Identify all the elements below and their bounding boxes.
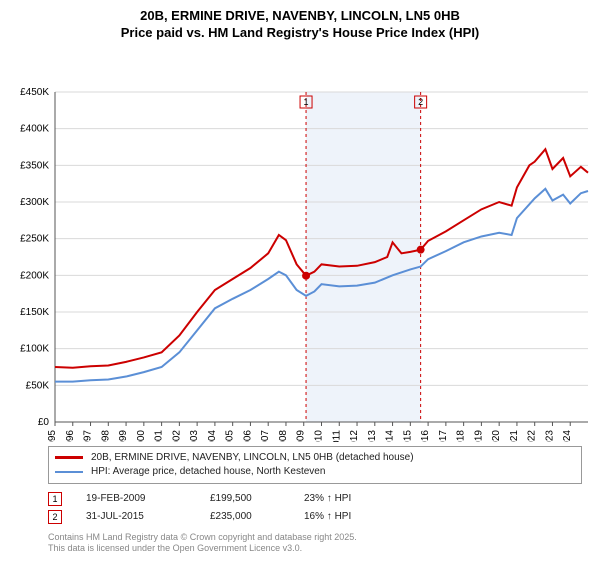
- svg-text:£0: £0: [38, 417, 50, 428]
- svg-text:1998: 1998: [100, 429, 111, 441]
- sale-2-hpi: 16% ↑ HPI: [304, 511, 384, 522]
- svg-text:2022: 2022: [527, 429, 538, 441]
- footer-line-1: Contains HM Land Registry data © Crown c…: [48, 532, 582, 544]
- sale-2-price: £235,000: [210, 511, 280, 522]
- svg-text:2000: 2000: [136, 429, 147, 441]
- svg-text:2024: 2024: [562, 429, 573, 441]
- sale-marker-1-num: 1: [52, 494, 57, 504]
- attribution-footer: Contains HM Land Registry data © Crown c…: [48, 532, 582, 555]
- legend-swatch-1: [55, 456, 83, 459]
- svg-text:2017: 2017: [438, 429, 449, 441]
- sale-1-date: 19-FEB-2009: [86, 493, 186, 504]
- svg-text:2020: 2020: [491, 429, 502, 441]
- sale-1-price: £199,500: [210, 493, 280, 504]
- chart-container: 20B, ERMINE DRIVE, NAVENBY, LINCOLN, LN5…: [0, 0, 600, 555]
- svg-text:2018: 2018: [456, 429, 467, 441]
- svg-text:£250K: £250K: [20, 233, 49, 244]
- svg-text:2010: 2010: [314, 429, 325, 441]
- svg-text:2019: 2019: [473, 429, 484, 441]
- svg-text:2011: 2011: [331, 429, 342, 441]
- svg-text:2016: 2016: [420, 429, 431, 441]
- title-line-2: Price paid vs. HM Land Registry's House …: [0, 25, 600, 42]
- footer-line-2: This data is licensed under the Open Gov…: [48, 543, 582, 555]
- svg-text:1: 1: [304, 97, 309, 107]
- legend-item-price-paid: 20B, ERMINE DRIVE, NAVENBY, LINCOLN, LN5…: [55, 451, 575, 465]
- svg-text:1996: 1996: [65, 429, 76, 441]
- title-line-1: 20B, ERMINE DRIVE, NAVENBY, LINCOLN, LN5…: [0, 8, 600, 25]
- svg-text:1997: 1997: [83, 429, 94, 441]
- svg-text:2004: 2004: [207, 429, 218, 441]
- svg-text:2014: 2014: [385, 429, 396, 441]
- sales-row-2: 2 31-JUL-2015 £235,000 16% ↑ HPI: [48, 508, 582, 526]
- svg-text:£150K: £150K: [20, 307, 49, 318]
- svg-text:2006: 2006: [242, 429, 253, 441]
- legend-label-2: HPI: Average price, detached house, Nort…: [91, 465, 325, 479]
- svg-text:2002: 2002: [171, 429, 182, 441]
- svg-text:£100K: £100K: [20, 343, 49, 354]
- legend-label-1: 20B, ERMINE DRIVE, NAVENBY, LINCOLN, LN5…: [91, 451, 414, 465]
- svg-text:2015: 2015: [402, 429, 413, 441]
- svg-text:1995: 1995: [47, 429, 58, 441]
- svg-text:£400K: £400K: [20, 123, 49, 134]
- sale-marker-2-num: 2: [52, 512, 57, 522]
- svg-text:2008: 2008: [278, 429, 289, 441]
- svg-text:2009: 2009: [296, 429, 307, 441]
- svg-text:2005: 2005: [225, 429, 236, 441]
- sale-1-hpi: 23% ↑ HPI: [304, 493, 384, 504]
- svg-text:£50K: £50K: [26, 380, 50, 391]
- svg-text:2023: 2023: [544, 429, 555, 441]
- svg-text:2021: 2021: [509, 429, 520, 441]
- svg-text:2012: 2012: [349, 429, 360, 441]
- sale-marker-1-icon: 1: [48, 492, 62, 506]
- svg-text:2013: 2013: [367, 429, 378, 441]
- sale-marker-2-icon: 2: [48, 510, 62, 524]
- svg-text:£450K: £450K: [20, 87, 49, 98]
- legend: 20B, ERMINE DRIVE, NAVENBY, LINCOLN, LN5…: [48, 446, 582, 484]
- sales-table: 1 19-FEB-2009 £199,500 23% ↑ HPI 2 31-JU…: [48, 490, 582, 526]
- svg-text:1999: 1999: [118, 429, 129, 441]
- chart-title: 20B, ERMINE DRIVE, NAVENBY, LINCOLN, LN5…: [0, 0, 600, 42]
- price-chart: £0 £50K £100K £150K £200K £250K £300K £350K £400…: [0, 42, 600, 442]
- sales-row-1: 1 19-FEB-2009 £199,500 23% ↑ HPI: [48, 490, 582, 508]
- sale-2-date: 31-JUL-2015: [86, 511, 186, 522]
- svg-text:£200K: £200K: [20, 270, 49, 281]
- svg-text:2003: 2003: [189, 429, 200, 441]
- svg-text:£350K: £350K: [20, 160, 49, 171]
- svg-text:£300K: £300K: [20, 197, 49, 208]
- svg-text:2001: 2001: [154, 429, 165, 441]
- svg-text:2007: 2007: [260, 429, 271, 441]
- legend-item-hpi: HPI: Average price, detached house, Nort…: [55, 465, 575, 479]
- svg-text:2: 2: [418, 97, 423, 107]
- legend-swatch-2: [55, 471, 83, 473]
